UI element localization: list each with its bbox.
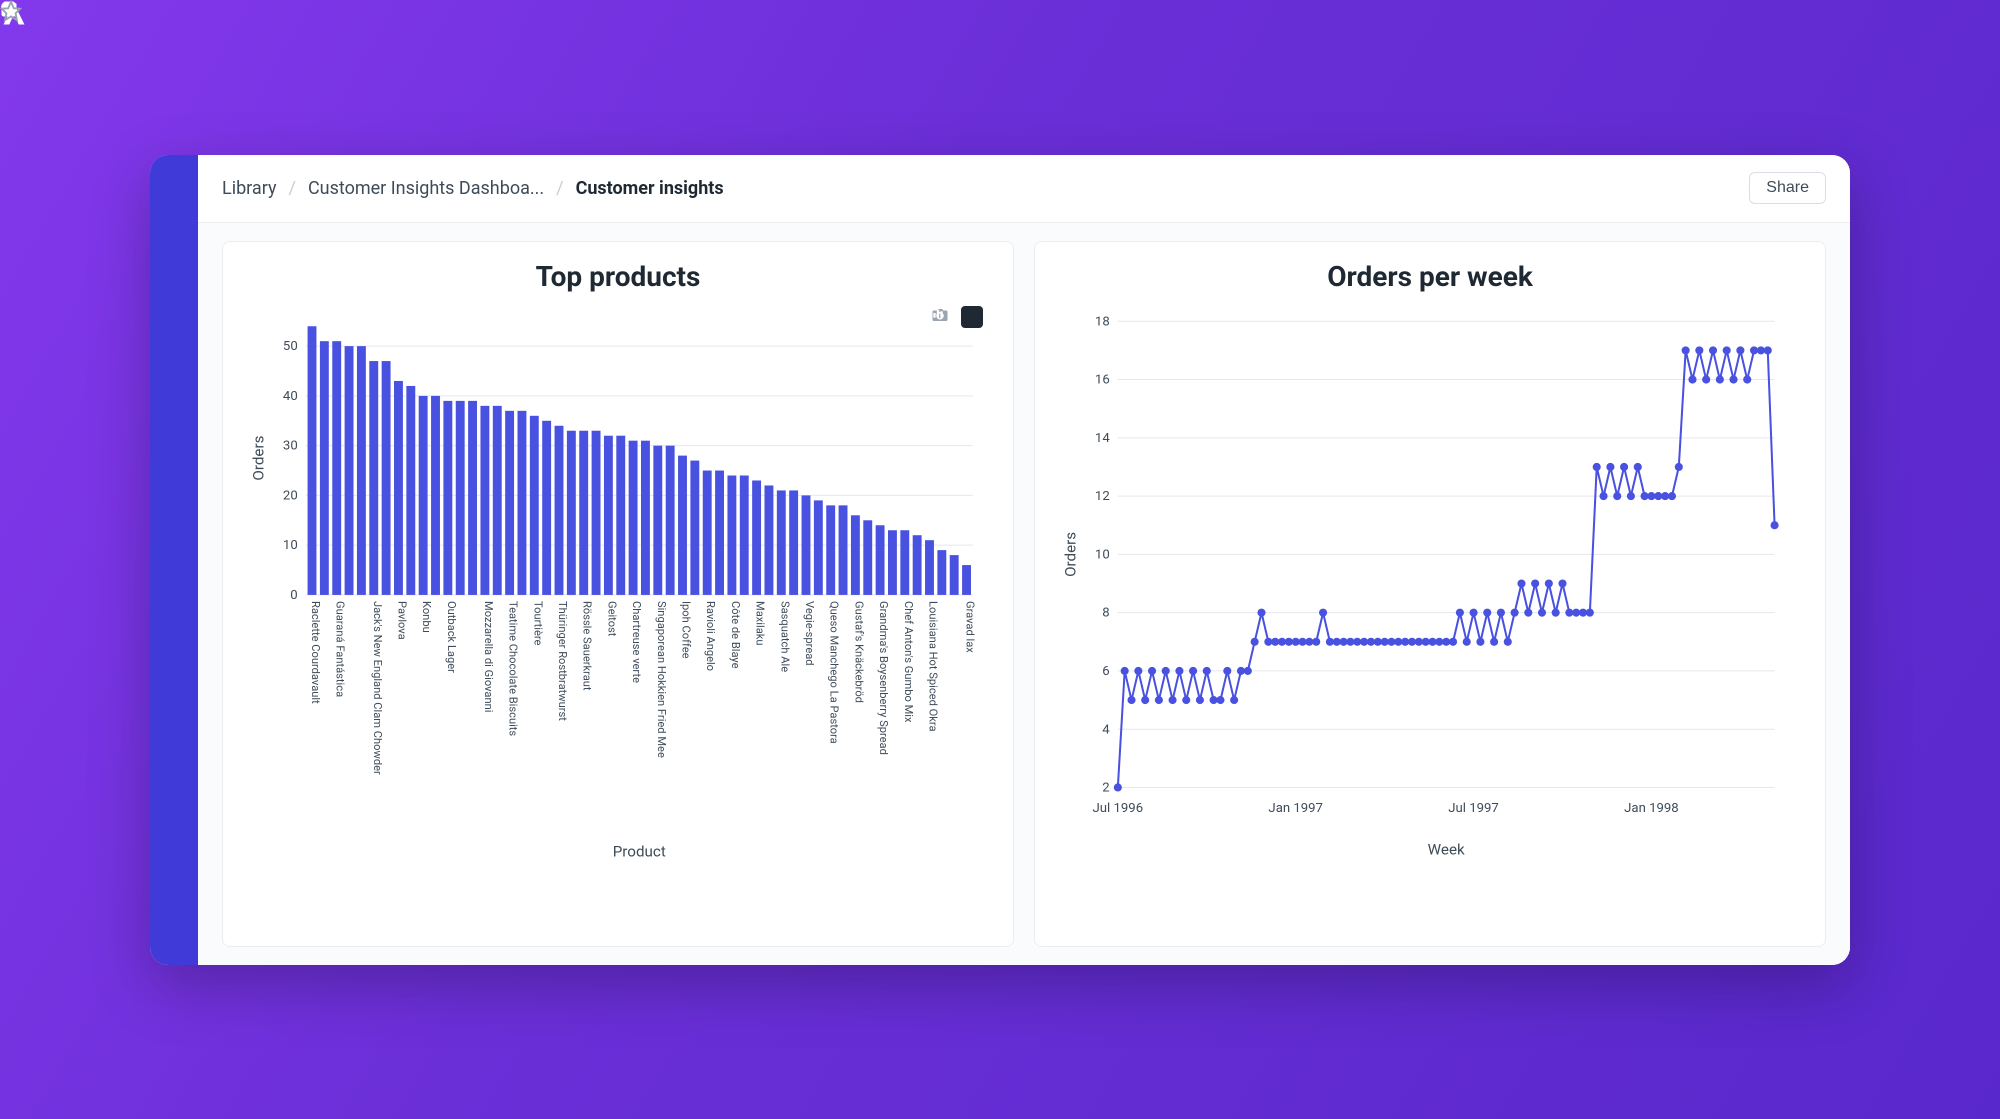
svg-text:Konbu: Konbu bbox=[420, 600, 433, 632]
breadcrumb-sep: / bbox=[556, 178, 563, 199]
svg-text:Orders: Orders bbox=[249, 435, 267, 480]
chat-icon[interactable] bbox=[158, 915, 190, 947]
breadcrumb-current: Customer insights bbox=[576, 178, 724, 199]
logo[interactable] bbox=[158, 167, 190, 199]
breadcrumb-item[interactable]: Library bbox=[222, 178, 277, 199]
star-icon[interactable] bbox=[1711, 174, 1739, 202]
svg-text:10: 10 bbox=[1095, 547, 1110, 562]
svg-text:40: 40 bbox=[283, 388, 298, 403]
svg-text:30: 30 bbox=[283, 438, 298, 453]
app-window: Library / Customer Insights Dashboa... /… bbox=[150, 155, 1850, 965]
svg-text:10: 10 bbox=[283, 538, 298, 553]
svg-text:Ipoh Coffee: Ipoh Coffee bbox=[679, 600, 692, 658]
cube-icon[interactable] bbox=[158, 871, 190, 903]
svg-text:Geitost: Geitost bbox=[605, 600, 618, 636]
svg-text:Mozzarella di Giovanni: Mozzarella di Giovanni bbox=[482, 600, 495, 711]
svg-text:20: 20 bbox=[283, 488, 298, 503]
line-chart: 2 4 6 8 10 12 14 16 18 Jul 1996 Jan 1997 Jul 1997 Ja… bbox=[1055, 301, 1805, 926]
content-area: Top products 0 10 20 30 40 50 Raclette Courdav… bbox=[198, 223, 1850, 965]
svg-text:Vegie-spread: Vegie-spread bbox=[803, 600, 816, 665]
chart-title: Top products bbox=[243, 260, 993, 293]
inbox-icon[interactable] bbox=[158, 311, 190, 343]
share-button[interactable]: Share bbox=[1749, 172, 1826, 204]
svg-text:Rössle Sauerkraut: Rössle Sauerkraut bbox=[581, 600, 594, 690]
svg-text:4: 4 bbox=[1102, 722, 1110, 737]
svg-text:8: 8 bbox=[1102, 605, 1109, 620]
main-panel: Library / Customer Insights Dashboa... /… bbox=[198, 155, 1850, 965]
svg-text:Outback Lager: Outback Lager bbox=[445, 600, 458, 672]
search-icon[interactable] bbox=[158, 223, 190, 255]
bar-chart-card: Top products 0 10 20 30 40 50 Raclette Courdav… bbox=[222, 241, 1014, 947]
svg-text:Grandma's Boysenberry Spread: Grandma's Boysenberry Spread bbox=[877, 600, 890, 754]
calendar-icon[interactable] bbox=[158, 355, 190, 387]
svg-text:Raclette Courdavault: Raclette Courdavault bbox=[309, 600, 322, 703]
breadcrumb-sep: / bbox=[289, 178, 296, 199]
svg-text:Jack's New England Clam Chowde: Jack's New England Clam Chowder bbox=[371, 600, 384, 774]
sidebar bbox=[150, 155, 198, 965]
svg-text:Chef Anton's Gumbo Mix: Chef Anton's Gumbo Mix bbox=[902, 600, 915, 722]
svg-text:14: 14 bbox=[1095, 430, 1110, 445]
line-chart-card: Orders per week 2 4 6 8 10 12 14 16 18 Jul 1996 Ja… bbox=[1034, 241, 1826, 947]
svg-text:Week: Week bbox=[1428, 840, 1465, 858]
topbar: Library / Customer Insights Dashboa... /… bbox=[198, 155, 1850, 223]
svg-text:6: 6 bbox=[1102, 663, 1109, 678]
svg-text:Jul 1996: Jul 1996 bbox=[1093, 800, 1144, 815]
svg-text:Gustaf's Knäckebröd: Gustaf's Knäckebröd bbox=[852, 600, 865, 702]
svg-text:50: 50 bbox=[283, 339, 298, 354]
svg-text:Tourtière: Tourtière bbox=[531, 600, 544, 645]
svg-text:Jul 1997: Jul 1997 bbox=[1448, 800, 1499, 815]
svg-text:Ravioli Angelo: Ravioli Angelo bbox=[704, 600, 717, 670]
svg-text:12: 12 bbox=[1095, 489, 1110, 504]
svg-text:Jan 1997: Jan 1997 bbox=[1268, 800, 1323, 815]
chart-title: Orders per week bbox=[1055, 260, 1805, 293]
document-icon[interactable] bbox=[158, 399, 190, 431]
svg-text:Queso Manchego La Pastora: Queso Manchego La Pastora bbox=[828, 600, 841, 743]
svg-text:Louisiana Hot Spiced Okra: Louisiana Hot Spiced Okra bbox=[926, 600, 939, 731]
svg-text:Chartreuse verte: Chartreuse verte bbox=[630, 600, 643, 682]
svg-text:Gravad lax: Gravad lax bbox=[964, 600, 977, 652]
svg-text:2: 2 bbox=[1102, 780, 1109, 795]
bar-chart: 0 10 20 30 40 50 Raclette Courdavault Guaraná F… bbox=[243, 301, 993, 926]
svg-text:Maxilaku: Maxilaku bbox=[754, 600, 767, 645]
breadcrumb-item[interactable]: Customer Insights Dashboa... bbox=[308, 178, 544, 199]
svg-text:Sasquatch Ale: Sasquatch Ale bbox=[778, 600, 791, 671]
svg-text:Jan 1998: Jan 1998 bbox=[1624, 800, 1679, 815]
svg-text:16: 16 bbox=[1095, 372, 1110, 387]
breadcrumb: Library / Customer Insights Dashboa... /… bbox=[222, 178, 724, 199]
svg-text:0: 0 bbox=[290, 587, 297, 602]
svg-text:Singaporean Hokkien Fried Mee: Singaporean Hokkien Fried Mee bbox=[655, 600, 668, 757]
svg-text:Guaraná Fantástica: Guaraná Fantástica bbox=[334, 600, 347, 696]
apps-icon[interactable] bbox=[158, 827, 190, 859]
svg-text:Product: Product bbox=[613, 842, 666, 860]
svg-text:Orders: Orders bbox=[1061, 531, 1079, 576]
svg-text:Teatime Chocolate Biscuits: Teatime Chocolate Biscuits bbox=[507, 600, 520, 735]
svg-text:18: 18 bbox=[1095, 314, 1110, 329]
svg-text:Côte de Blaye: Côte de Blaye bbox=[729, 600, 742, 668]
svg-text:Pavlova: Pavlova bbox=[395, 600, 408, 639]
briefcase-icon[interactable] bbox=[158, 267, 190, 299]
gear-icon[interactable] bbox=[158, 443, 190, 475]
svg-text:Thüringer Rostbratwurst: Thüringer Rostbratwurst bbox=[556, 600, 569, 720]
